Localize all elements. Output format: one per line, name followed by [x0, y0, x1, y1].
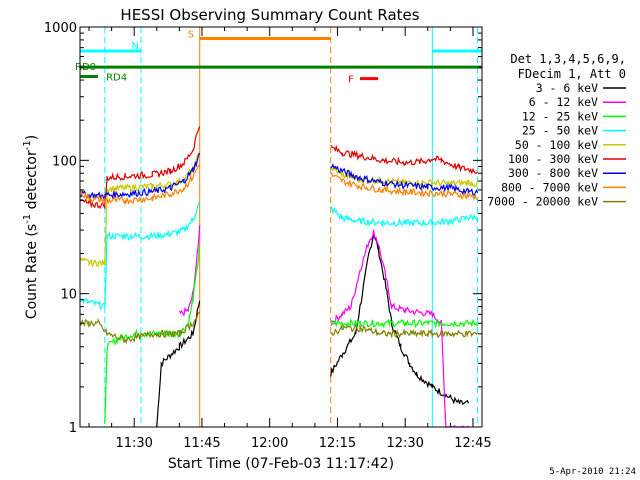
series-300-800-kev — [79, 152, 479, 201]
series-100-300-kev — [79, 126, 478, 210]
status-label-rd0: RD0 — [75, 62, 96, 73]
legend-label: 12 - 25 keV — [522, 109, 598, 123]
series-layer — [79, 126, 479, 428]
legend-label: 800 - 7000 keV — [501, 180, 598, 194]
series-7000-20000-kev — [79, 311, 478, 345]
plot-frame — [79, 26, 483, 428]
status-bars: N S F RD0 RD4 — [75, 29, 482, 86]
x-tick-label: 12:45 — [454, 436, 491, 451]
legend-label: 300 - 800 keV — [508, 166, 598, 180]
x-tick-label: 11:45 — [183, 436, 220, 451]
y-axis: 1 10 100 1000 — [44, 21, 482, 436]
x-axis: 11:30 11:45 12:00 12:15 12:30 12:45 — [88, 27, 492, 451]
x-tick-label: 12:15 — [319, 436, 356, 451]
chart-title: HESSI Observing Summary Count Rates — [120, 6, 419, 24]
status-label-s: S — [188, 29, 194, 40]
y-tick-label: 100 — [52, 154, 77, 169]
legend: Det 1,3,4,5,6,9, FDecim 1, Att 0 3 - 6 k… — [487, 52, 626, 209]
status-label-rd4: RD4 — [106, 73, 127, 84]
legend-label: 3 - 6 keV — [536, 81, 598, 95]
legend-label: 6 - 12 keV — [529, 95, 598, 109]
status-label-n: N — [131, 41, 138, 52]
footer-timestamp: 5-Apr-2010 21:24 — [549, 467, 636, 477]
status-label-f: F — [348, 75, 354, 86]
vertical-markers — [104, 27, 478, 427]
y-tick-label: 1 — [69, 421, 77, 436]
x-tick-label: 11:30 — [115, 436, 152, 451]
legend-label: 7000 - 20000 keV — [487, 195, 598, 209]
legend-label: 50 - 100 keV — [515, 138, 598, 152]
series-25-50-kev — [79, 200, 479, 310]
series-800-7000-kev — [79, 164, 478, 205]
y-tick-label: 1000 — [44, 21, 77, 36]
x-tick-label: 12:30 — [386, 436, 423, 451]
legend-label: 25 - 50 keV — [522, 124, 598, 138]
legend-header-1: Det 1,3,4,5,6,9, — [510, 52, 626, 66]
x-tick-label: 12:00 — [251, 436, 288, 451]
series-6-12-kev — [178, 225, 469, 428]
x-axis-label: Start Time (07-Feb-03 11:17:42) — [168, 456, 394, 472]
legend-label: 100 - 300 keV — [508, 152, 598, 166]
y-axis-label: Count Rate (s-1 detector-1) — [22, 135, 40, 319]
legend-header-2: FDecim 1, Att 0 — [518, 67, 626, 81]
y-tick-label: 10 — [60, 288, 77, 303]
